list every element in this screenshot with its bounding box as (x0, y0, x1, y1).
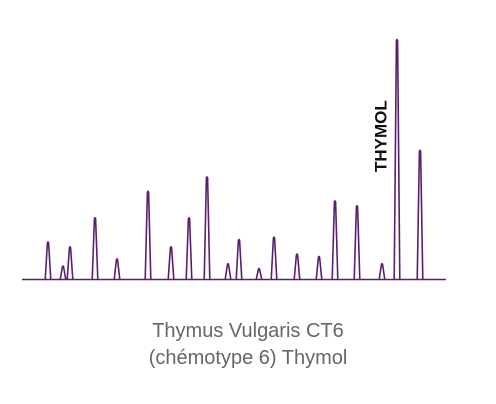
peak-7 (167, 245, 175, 280)
peak-1 (44, 241, 52, 280)
peak-16 (331, 200, 339, 280)
caption-line-2: (chémotype 6) Thymol (148, 347, 348, 369)
peak-15 (315, 255, 323, 280)
peak-11 (235, 238, 243, 280)
peak-13 (270, 236, 278, 280)
peak-18 (378, 262, 386, 280)
peak-12 (255, 267, 263, 280)
peak-labels: THYMOL (371, 100, 390, 172)
peak-19 (393, 38, 401, 280)
peak-6 (144, 190, 152, 280)
peak-5 (113, 258, 121, 280)
peak-17 (353, 204, 361, 280)
peak-14 (293, 253, 301, 280)
peak-2 (59, 265, 67, 280)
caption-line-1: Thymus Vulgaris CT6 (152, 320, 344, 342)
peak-20 (416, 149, 424, 280)
peak-8 (185, 217, 193, 280)
peak-9 (203, 176, 211, 280)
peak-4 (91, 217, 99, 280)
peak-10 (224, 262, 232, 280)
peak-label-thymol: THYMOL (371, 100, 390, 172)
peak-3 (66, 245, 74, 280)
chromatogram-peaks (44, 38, 424, 280)
